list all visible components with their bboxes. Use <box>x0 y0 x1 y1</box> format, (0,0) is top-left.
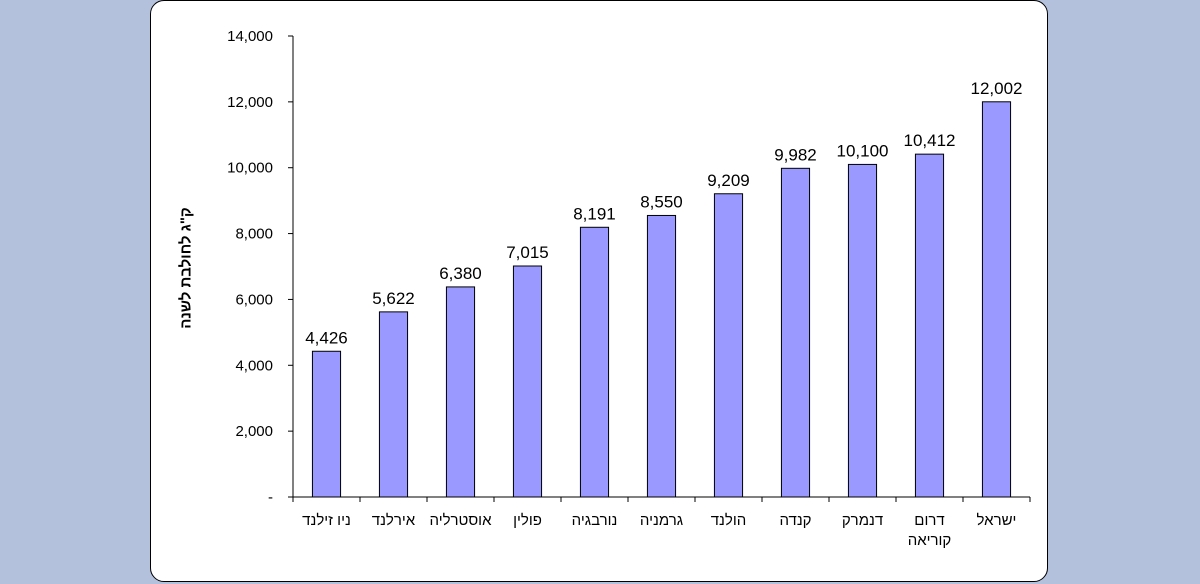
bar <box>847 163 878 498</box>
bar-value-label: 8,191 <box>573 204 616 223</box>
bar-value-label: 6,380 <box>439 264 482 283</box>
bar-value-label: 10,412 <box>904 131 956 150</box>
bar <box>780 167 811 498</box>
y-tick-label: 4,000 <box>235 357 273 374</box>
bar <box>646 214 677 498</box>
bar-value-label: 9,209 <box>707 171 750 190</box>
x-category-label: דנמרק <box>841 512 884 529</box>
y-tick-label: 2,000 <box>235 423 273 440</box>
bar-value-label: 5,622 <box>372 289 415 308</box>
bar-value-label: 10,100 <box>837 141 889 160</box>
x-category-label: אירלנד <box>371 512 416 529</box>
bar <box>311 350 342 498</box>
x-category-label: גרמניה <box>639 512 684 529</box>
y-axis-label: ק"ג לחולבת לשנה <box>177 207 195 329</box>
bar <box>579 226 610 498</box>
bar-value-label: 7,015 <box>506 243 549 262</box>
bar <box>378 311 409 498</box>
bar <box>914 153 945 498</box>
y-tick-label: 10,000 <box>227 160 273 177</box>
bar <box>981 101 1012 498</box>
y-tick-label: 14,000 <box>227 28 273 45</box>
y-tick-label: 8,000 <box>235 226 273 243</box>
x-category-label: פולין <box>513 512 542 529</box>
x-category-label: ישראל <box>976 512 1017 529</box>
x-category-label: דרום קוריאה <box>907 512 952 549</box>
x-category-label: הולנד <box>710 512 747 529</box>
x-category-label: אוסטרליה <box>429 512 492 529</box>
bar-value-label: 9,982 <box>774 145 817 164</box>
bar <box>713 193 744 498</box>
x-category-label: ניו זילנד <box>302 512 351 529</box>
x-category-label: קנדה <box>779 512 812 529</box>
bar <box>445 286 476 498</box>
bar-value-label: 4,426 <box>305 328 348 347</box>
x-category-label: נורבגיה <box>571 512 618 529</box>
y-tick-label: - <box>268 489 273 506</box>
bar-value-label: 12,002 <box>971 79 1023 98</box>
bar <box>512 265 543 498</box>
y-tick-label: 12,000 <box>227 94 273 111</box>
y-tick-label: 6,000 <box>235 291 273 308</box>
bar-value-label: 8,550 <box>640 192 683 211</box>
